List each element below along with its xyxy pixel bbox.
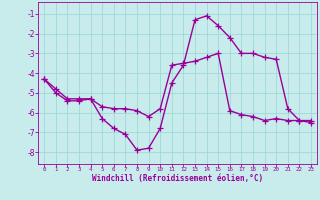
X-axis label: Windchill (Refroidissement éolien,°C): Windchill (Refroidissement éolien,°C) (92, 174, 263, 183)
